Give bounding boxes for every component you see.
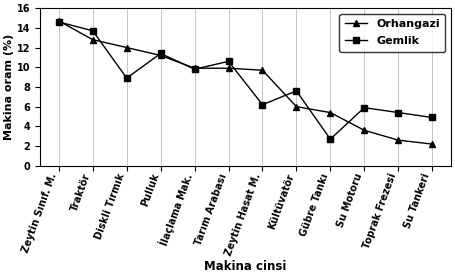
- Gemlik: [90, 29, 96, 32]
- Y-axis label: Makina oram (%): Makina oram (%): [4, 34, 14, 140]
- Line: Orhangazi: Orhangazi: [56, 18, 435, 147]
- Gemlik: [192, 68, 197, 71]
- Orhangazi: [430, 142, 435, 146]
- Orhangazi: [158, 54, 163, 57]
- Legend: Orhangazi, Gemlik: Orhangazi, Gemlik: [339, 14, 445, 52]
- Gemlik: [293, 89, 299, 93]
- Gemlik: [430, 116, 435, 119]
- Gemlik: [328, 137, 333, 141]
- Gemlik: [124, 76, 129, 80]
- Gemlik: [56, 20, 61, 24]
- Orhangazi: [90, 38, 96, 41]
- Orhangazi: [395, 138, 401, 142]
- Gemlik: [395, 111, 401, 114]
- Gemlik: [226, 60, 231, 63]
- Orhangazi: [124, 46, 129, 49]
- Gemlik: [260, 103, 265, 106]
- Gemlik: [362, 106, 367, 109]
- X-axis label: Makina cinsi: Makina cinsi: [204, 260, 287, 273]
- Gemlik: [158, 52, 163, 55]
- Orhangazi: [226, 66, 231, 70]
- Orhangazi: [362, 129, 367, 132]
- Orhangazi: [192, 66, 197, 70]
- Line: Gemlik: Gemlik: [56, 19, 435, 142]
- Orhangazi: [328, 111, 333, 114]
- Orhangazi: [260, 68, 265, 72]
- Orhangazi: [293, 105, 299, 108]
- Orhangazi: [56, 19, 61, 23]
